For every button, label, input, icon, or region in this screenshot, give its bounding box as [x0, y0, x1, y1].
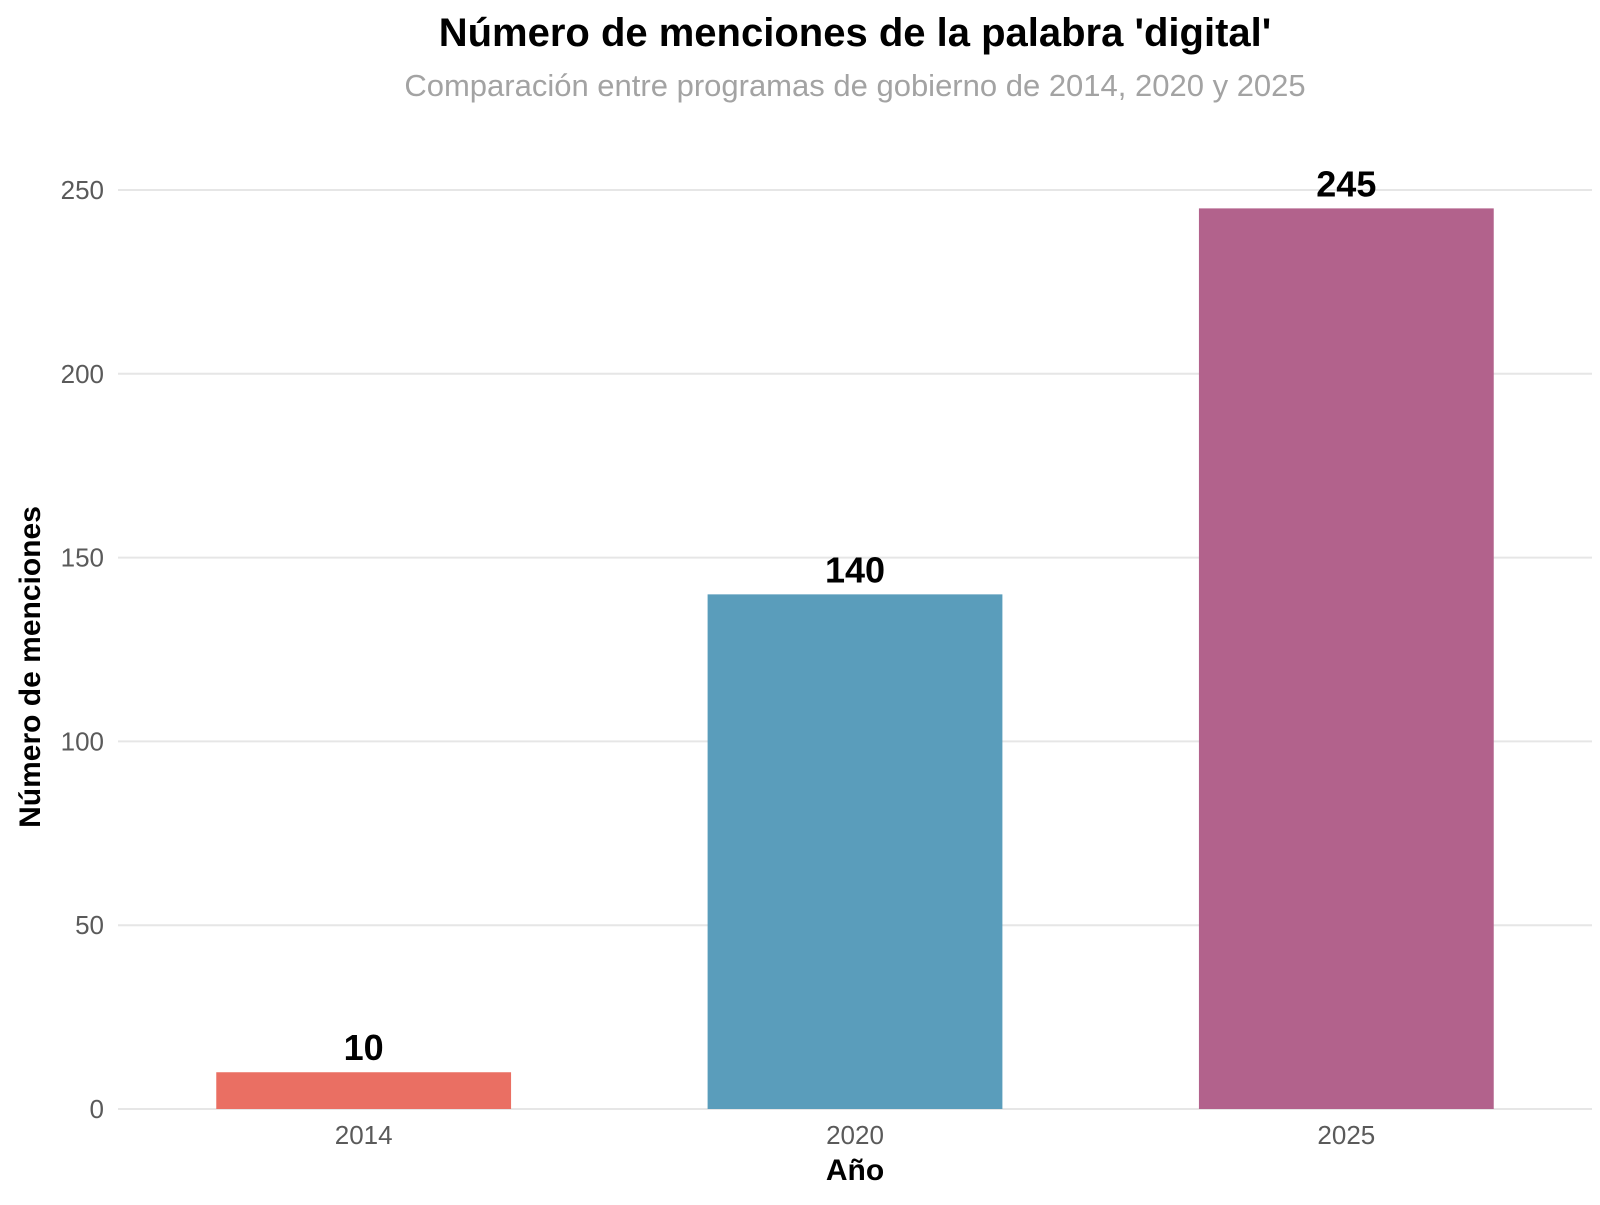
bar-value-label: 140 — [825, 549, 885, 590]
chart-title: Número de menciones de la palabra 'digit… — [439, 11, 1272, 55]
x-tick-label: 2020 — [826, 1120, 884, 1150]
y-axis-title: Número de menciones — [14, 506, 47, 828]
bar-2020 — [707, 594, 1003, 1109]
x-axis-ticks: 2014 2020 2025 — [335, 1120, 1376, 1150]
bar-2014 — [216, 1072, 512, 1109]
x-tick-label: 2025 — [1317, 1120, 1375, 1150]
y-tick-label: 50 — [75, 910, 104, 940]
x-axis-title: Año — [826, 1154, 884, 1187]
bar-2025 — [1198, 208, 1494, 1109]
bars — [216, 208, 1494, 1109]
y-tick-label: 100 — [61, 726, 104, 756]
y-tick-label: 250 — [61, 175, 104, 205]
x-tick-label: 2014 — [335, 1120, 393, 1150]
y-axis-ticks: 0 50 100 150 200 250 — [61, 175, 104, 1124]
data-labels: 10 140 245 — [344, 163, 1377, 1068]
y-tick-label: 0 — [90, 1094, 104, 1124]
bar-value-label: 10 — [344, 1027, 384, 1068]
bar-value-label: 245 — [1316, 163, 1376, 204]
y-tick-label: 200 — [61, 359, 104, 389]
chart-subtitle: Comparación entre programas de gobierno … — [404, 68, 1305, 103]
y-tick-label: 150 — [61, 543, 104, 573]
